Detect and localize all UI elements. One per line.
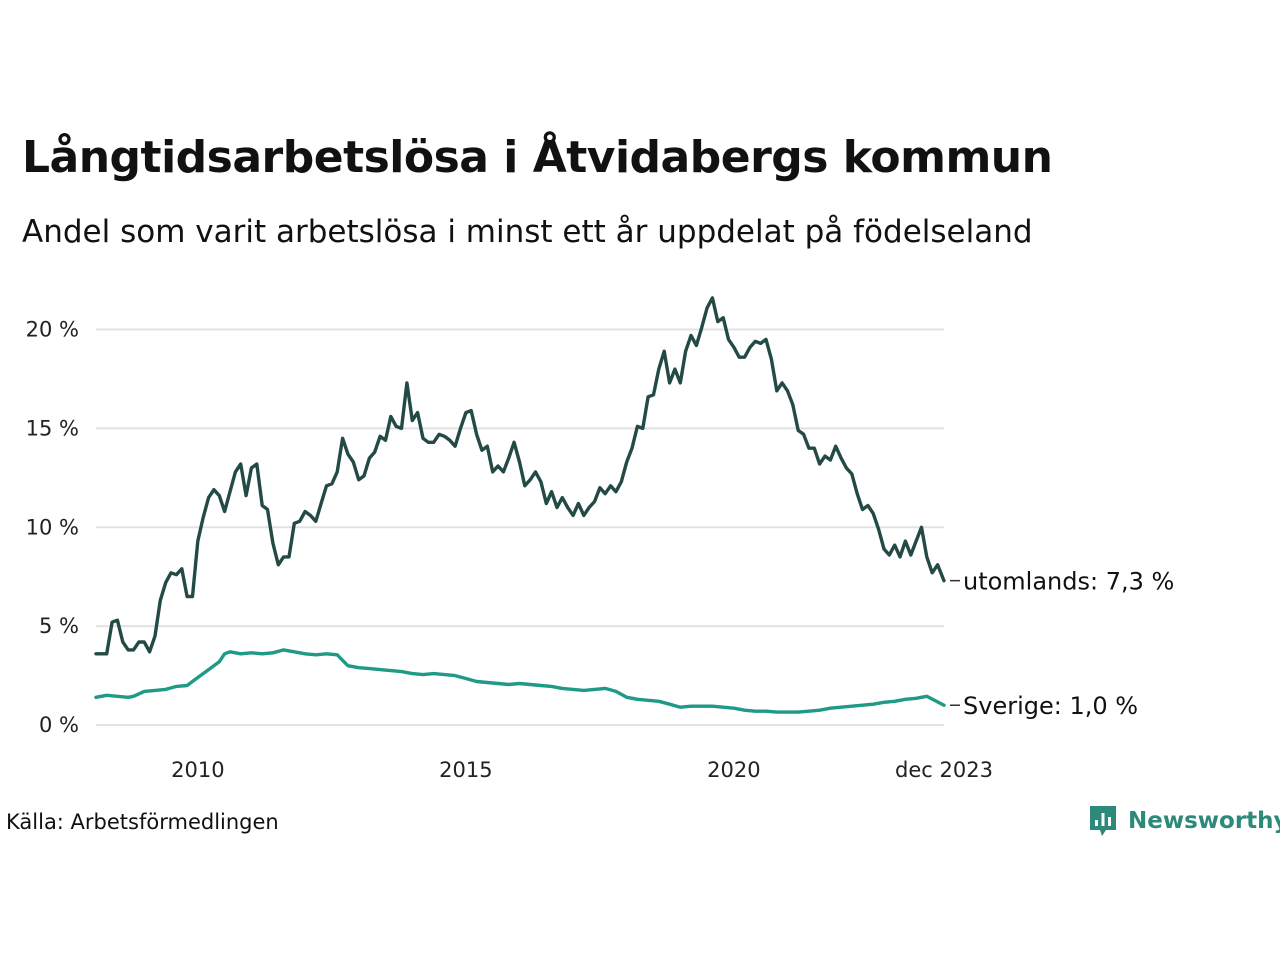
x-tick-label: 2015 <box>439 758 492 782</box>
brand-name: Newsworthy <box>1128 808 1280 834</box>
series-lines <box>94 296 946 714</box>
series-line-sverige <box>94 648 946 714</box>
end-label-sverige: Sverige: 1,0 % <box>963 692 1138 720</box>
y-axis: 0 % 5 % 10 % 15 % 20 % <box>26 318 79 737</box>
brand-logo: Newsworthy <box>1088 804 1280 838</box>
chart-subtitle: Andel som varit arbetslösa i minst ett å… <box>22 214 1033 250</box>
x-tick-label: dec 2023 <box>895 758 993 782</box>
gridlines <box>96 328 944 726</box>
x-axis: 2010 2015 2020 dec 2023 <box>171 758 993 782</box>
end-label-utomlands: utomlands: 7,3 % <box>963 568 1174 596</box>
series-end-labels: utomlands: 7,3 % Sverige: 1,0 % <box>950 568 1174 720</box>
y-tick-label: 15 % <box>26 416 79 440</box>
chart-title: Långtidsarbetslösa i Åtvidabergs kommun <box>22 132 1053 183</box>
y-tick-label: 5 % <box>39 614 79 638</box>
newsworthy-logo-icon <box>1090 806 1116 836</box>
x-tick-label: 2010 <box>171 758 224 782</box>
x-tick-label: 2020 <box>707 758 760 782</box>
source-note: Källa: Arbetsförmedlingen <box>6 810 279 834</box>
series-line-utomlands <box>94 296 946 656</box>
y-tick-label: 20 % <box>26 318 79 342</box>
y-tick-label: 0 % <box>39 713 79 737</box>
y-tick-label: 10 % <box>26 515 79 539</box>
